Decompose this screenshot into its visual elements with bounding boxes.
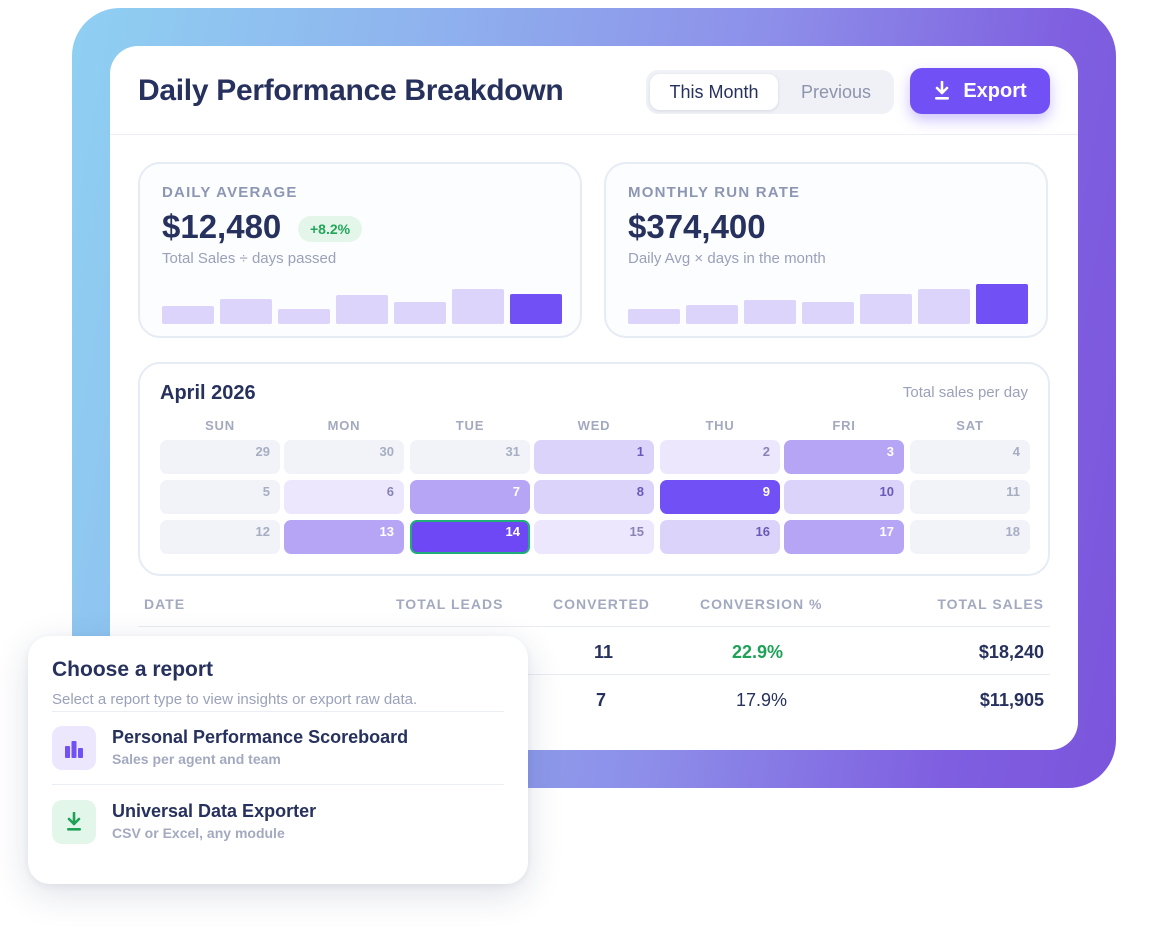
spark-bar xyxy=(802,302,854,324)
period-option-previous[interactable]: Previous xyxy=(800,82,872,102)
spark-bar xyxy=(744,300,796,324)
calendar-day[interactable]: 12 xyxy=(160,520,280,554)
kpi-subtitle: Total Sales ÷ days passed xyxy=(162,250,337,267)
calendar-day[interactable]: 29 xyxy=(160,440,280,474)
spark-bar xyxy=(162,306,214,324)
calendar-day[interactable]: 18 xyxy=(910,520,1030,554)
export-label: Export xyxy=(963,79,1027,102)
option-title: Universal Data Exporter xyxy=(112,801,317,821)
column-header-total-leads: TOTAL LEADS xyxy=(396,596,504,612)
calendar-day[interactable]: 5 xyxy=(160,480,280,514)
column-header-date: DATE xyxy=(144,596,186,612)
spark-bar xyxy=(278,309,330,324)
report-option-performance-scoreboard[interactable]: Personal Performance Scoreboard Sales pe… xyxy=(52,726,504,784)
period-toggle: This Month Previous xyxy=(646,70,894,114)
calendar-day[interactable]: 6 xyxy=(284,480,404,514)
calendar-day[interactable]: 7 xyxy=(410,480,530,514)
kpi-label: DAILY AVERAGE xyxy=(162,184,298,201)
card-header: Daily Performance Breakdown This Month P… xyxy=(110,46,1078,135)
kpi-daily-average: DAILY AVERAGE $12,480 +8.2% Total Sales … xyxy=(138,162,582,338)
total-sales-cell: $11,905 xyxy=(979,690,1044,710)
spark-bar-current xyxy=(976,284,1028,324)
report-option-data-exporter[interactable]: Universal Data Exporter CSV or Excel, an… xyxy=(52,800,504,858)
spark-bar xyxy=(452,289,504,324)
popup-subtitle: Select a report type to view insights or… xyxy=(52,691,418,708)
converted-cell: 7 xyxy=(595,690,606,710)
page-title: Daily Performance Breakdown xyxy=(138,74,564,107)
weekday-label: SAT xyxy=(956,418,984,433)
calendar-day[interactable]: 17 xyxy=(784,520,904,554)
calendar-day[interactable]: 1 xyxy=(534,440,654,474)
download-icon xyxy=(933,81,951,101)
spark-bar xyxy=(394,302,446,324)
spark-bar xyxy=(628,309,680,324)
calendar-day[interactable]: 13 xyxy=(284,520,404,554)
spark-bar xyxy=(686,305,738,324)
kpi-value: $12,480 xyxy=(162,208,282,245)
calendar-day[interactable]: 8 xyxy=(534,480,654,514)
report-chooser-popup: Choose a report Select a report type to … xyxy=(28,636,528,884)
kpi-label: MONTHLY RUN RATE xyxy=(628,184,801,201)
period-option-this-month[interactable]: This Month xyxy=(650,74,778,110)
conversion-cell: 22.9% xyxy=(732,642,784,662)
kpi-sparkbars xyxy=(628,278,1028,324)
spark-bar xyxy=(220,299,272,324)
kpi-sparkbars xyxy=(162,278,562,324)
calendar-day[interactable]: 9 xyxy=(660,480,780,514)
column-header-total-sales: TOTAL SALES xyxy=(937,596,1044,612)
calendar-day[interactable]: 10 xyxy=(784,480,904,514)
calendar-day[interactable]: 11 xyxy=(910,480,1030,514)
calendar-day[interactable]: 30 xyxy=(284,440,404,474)
calendar-day[interactable]: 3 xyxy=(784,440,904,474)
dashboard-card: Daily Performance Breakdown This Month P… xyxy=(110,46,1078,750)
popup-divider xyxy=(52,711,504,712)
calendar-note: Total sales per day xyxy=(902,384,1028,401)
spark-bar xyxy=(918,289,970,324)
weekday-label: FRI xyxy=(832,418,856,433)
kpi-value: $374,400 xyxy=(628,208,766,245)
popup-title: Choose a report xyxy=(52,658,214,681)
calendar-heatmap: April 2026 Total sales per day SUN MON TUE… xyxy=(138,362,1050,576)
popup-divider xyxy=(52,784,504,785)
spark-bar-current xyxy=(510,294,562,324)
table-divider xyxy=(138,674,1050,675)
kpi-subtitle: Daily Avg × days in the month xyxy=(628,250,826,267)
calendar-day[interactable]: 31 xyxy=(410,440,530,474)
option-title: Personal Performance Scoreboard xyxy=(112,727,409,747)
weekday-label: MON xyxy=(327,418,361,433)
calendar-day[interactable]: 15 xyxy=(534,520,654,554)
conversion-cell: 17.9% xyxy=(736,690,788,710)
calendar-day[interactable]: 16 xyxy=(660,520,780,554)
converted-cell: 11 xyxy=(594,642,614,662)
kpi-monthly-run-rate: MONTHLY RUN RATE $374,400 Daily Avg × da… xyxy=(604,162,1048,338)
weekday-label: WED xyxy=(577,418,611,433)
calendar-day[interactable]: 4 xyxy=(910,440,1030,474)
spark-bar xyxy=(860,294,912,324)
table-divider xyxy=(138,626,1050,627)
column-header-conversion: CONVERSION % xyxy=(700,596,823,612)
bar-chart-icon xyxy=(52,726,96,770)
calendar-day[interactable]: 2 xyxy=(660,440,780,474)
calendar-month: April 2026 xyxy=(160,382,256,404)
export-button[interactable]: Export xyxy=(910,68,1050,114)
change-badge: +8.2% xyxy=(298,216,363,242)
weekday-label: SUN xyxy=(205,418,235,433)
calendar-day-selected[interactable]: 14 xyxy=(410,520,530,554)
spark-bar xyxy=(336,295,388,324)
option-subtitle: CSV or Excel, any module xyxy=(112,825,285,841)
total-sales-cell: $18,240 xyxy=(978,642,1044,662)
option-subtitle: Sales per agent and team xyxy=(112,751,281,767)
column-header-converted: CONVERTED xyxy=(553,596,650,612)
weekday-label: TUE xyxy=(455,418,485,433)
weekday-label: THU xyxy=(705,418,735,433)
download-icon xyxy=(52,800,96,844)
